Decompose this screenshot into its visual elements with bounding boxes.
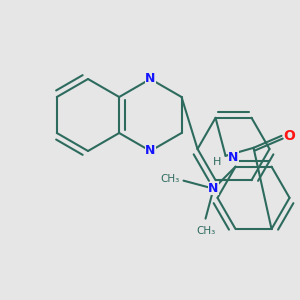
Text: CH₃: CH₃	[196, 226, 215, 236]
Text: O: O	[284, 129, 296, 143]
Text: N: N	[208, 182, 219, 195]
Text: CH₃: CH₃	[160, 174, 179, 184]
Text: H: H	[213, 157, 222, 167]
Text: N: N	[145, 73, 155, 85]
Text: N: N	[145, 145, 155, 158]
Text: N: N	[228, 151, 239, 164]
